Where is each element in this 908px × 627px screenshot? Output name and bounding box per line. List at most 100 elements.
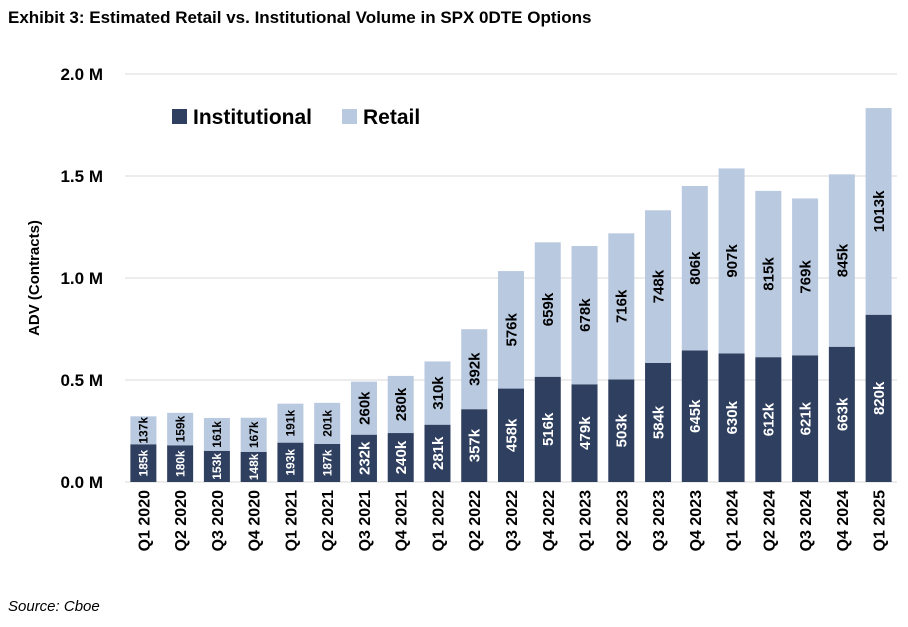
bar-institutional: [277, 442, 304, 482]
bar-retail: [130, 416, 157, 445]
data-label-retail: 659k: [540, 292, 557, 326]
x-tick-label: Q4 2023: [688, 490, 705, 551]
bar-retail: [865, 108, 892, 315]
bar-institutional: [608, 379, 635, 482]
bar-institutional: [424, 424, 451, 482]
data-label-institutional: 187k: [321, 449, 335, 476]
legend-swatch-retail: [342, 109, 357, 124]
bar-institutional: [314, 443, 341, 482]
bar-institutional: [718, 353, 745, 482]
bar-institutional: [387, 433, 414, 482]
data-label-retail: 191k: [284, 409, 298, 436]
data-label-retail: 167k: [247, 421, 261, 448]
bar-institutional: [681, 350, 708, 482]
x-tick-label: Q1 2024: [725, 490, 742, 551]
data-label-retail: 137k: [137, 417, 151, 444]
bar-retail: [755, 190, 782, 358]
legend-label-institutional: Institutional: [193, 106, 312, 129]
data-label-retail: 907k: [724, 244, 741, 278]
x-tick-label: Q2 2023: [614, 490, 631, 551]
data-label-institutional: 281k: [430, 436, 447, 470]
bar-institutional: [130, 444, 157, 482]
data-label-retail: 576k: [503, 312, 520, 346]
x-tick-label: Q1 2023: [578, 490, 595, 551]
x-tick-label: Q1 2022: [430, 490, 447, 551]
data-label-retail: 769k: [797, 260, 814, 294]
data-label-institutional: 479k: [577, 416, 594, 450]
data-label-institutional: 621k: [797, 401, 814, 435]
bar-retail: [277, 403, 304, 443]
x-tick-label: Q3 2021: [357, 490, 374, 551]
data-label-institutional: 153k: [210, 453, 224, 480]
x-tick-label: Q4 2022: [541, 490, 558, 551]
data-label-institutional: 584k: [650, 405, 667, 439]
bar-retail: [534, 242, 561, 377]
data-label-institutional: 185k: [137, 449, 151, 476]
bar-retail: [461, 329, 488, 410]
x-tick-label: Q1 2020: [136, 490, 153, 551]
bar-institutional: [498, 388, 524, 482]
bar-institutional: [534, 376, 561, 482]
x-tick-label: Q2 2020: [173, 490, 190, 551]
bar-retail: [718, 168, 745, 354]
legend-label-retail: Retail: [363, 106, 420, 129]
bar-institutional: [571, 384, 598, 482]
bar-retail: [167, 412, 194, 446]
x-tick-label: Q3 2024: [798, 490, 815, 551]
data-label-institutional: 193k: [284, 449, 298, 476]
data-label-retail: 678k: [577, 298, 594, 332]
data-label-institutional: 516k: [540, 412, 557, 446]
data-label-retail: 260k: [356, 391, 373, 425]
y-tick-label: 0.0 M: [60, 473, 103, 492]
y-tick-label: 1.0 M: [60, 269, 103, 288]
bar-retail: [828, 174, 855, 347]
bar-retail: [350, 381, 377, 435]
bar-retail: [498, 271, 524, 389]
bar-retail: [240, 417, 267, 452]
y-tick-label: 1.5 M: [60, 167, 103, 186]
bar-institutional: [203, 450, 230, 482]
data-label-institutional: 357k: [467, 428, 484, 462]
data-label-retail: 310k: [430, 376, 447, 410]
x-tick-label: Q2 2021: [320, 490, 337, 551]
data-label-retail: 161k: [210, 421, 224, 448]
bar-institutional: [240, 451, 267, 482]
data-label-institutional: 148k: [247, 453, 261, 480]
x-tick-label: Q3 2023: [651, 490, 668, 551]
x-tick-label: Q2 2022: [467, 490, 484, 551]
data-label-institutional: 180k: [173, 450, 187, 477]
bar-institutional: [350, 434, 377, 482]
data-label-institutional: 663k: [834, 397, 851, 431]
bar-retail: [681, 185, 708, 351]
y-tick-label: 0.5 M: [60, 371, 103, 390]
data-label-retail: 845k: [834, 243, 851, 277]
x-tick-label: Q3 2020: [210, 490, 227, 551]
bar-retail: [571, 245, 598, 385]
bar-retail: [424, 361, 451, 425]
bar-retail: [387, 375, 414, 434]
data-label-institutional: 645k: [687, 399, 704, 433]
y-axis-label: ADV (Contracts): [26, 220, 43, 336]
chart-title: Exhibit 3: Estimated Retail vs. Institut…: [8, 8, 592, 27]
x-tick-label: Q4 2020: [247, 490, 264, 551]
data-label-institutional: 503k: [614, 413, 631, 447]
bar-institutional: [645, 362, 672, 482]
bar-institutional: [461, 409, 488, 482]
data-label-retail: 806k: [687, 251, 704, 285]
data-label-retail: 716k: [614, 289, 631, 323]
bar-retail: [645, 210, 672, 363]
data-label-retail: 1013k: [871, 190, 888, 232]
bar-retail: [608, 233, 635, 380]
legend-swatch-institutional: [172, 109, 187, 124]
data-label-institutional: 240k: [393, 440, 410, 474]
x-tick-label: Q1 2025: [872, 490, 889, 551]
data-label-retail: 159k: [173, 415, 187, 442]
x-tick-label: Q3 2022: [504, 490, 521, 551]
bar-institutional: [828, 346, 855, 482]
data-label-retail: 280k: [393, 387, 410, 421]
x-tick-label: Q4 2024: [835, 490, 852, 551]
bar-institutional: [865, 314, 892, 482]
data-label-retail: 748k: [650, 269, 667, 303]
x-tick-label: Q4 2021: [394, 490, 411, 551]
